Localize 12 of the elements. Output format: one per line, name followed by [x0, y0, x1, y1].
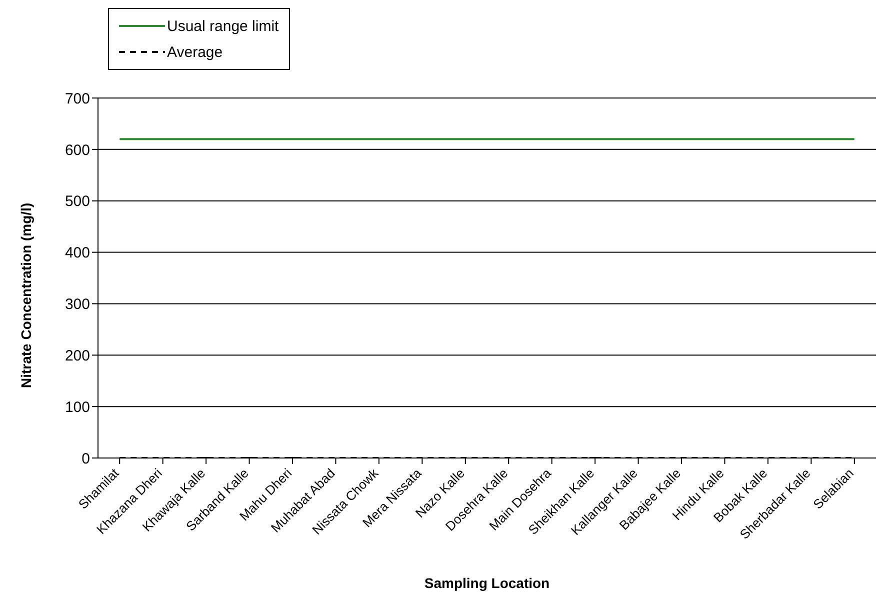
- legend-label: Usual range limit: [167, 18, 279, 34]
- x-axis-title: Sampling Location: [424, 575, 550, 591]
- y-tick-label: 700: [64, 90, 90, 108]
- y-tick-label: 300: [64, 296, 90, 314]
- y-tick-label: 600: [64, 142, 90, 159]
- y-tick-label: 400: [64, 244, 90, 262]
- y-tick-label: 200: [64, 347, 90, 364]
- y-tick-label: 100: [64, 398, 90, 416]
- y-tick-label: 500: [64, 193, 90, 210]
- y-tick-label: 0: [82, 450, 90, 468]
- legend-label: Average: [167, 44, 223, 60]
- y-axis-title: Nitrate Concentration (mg/l): [18, 202, 34, 388]
